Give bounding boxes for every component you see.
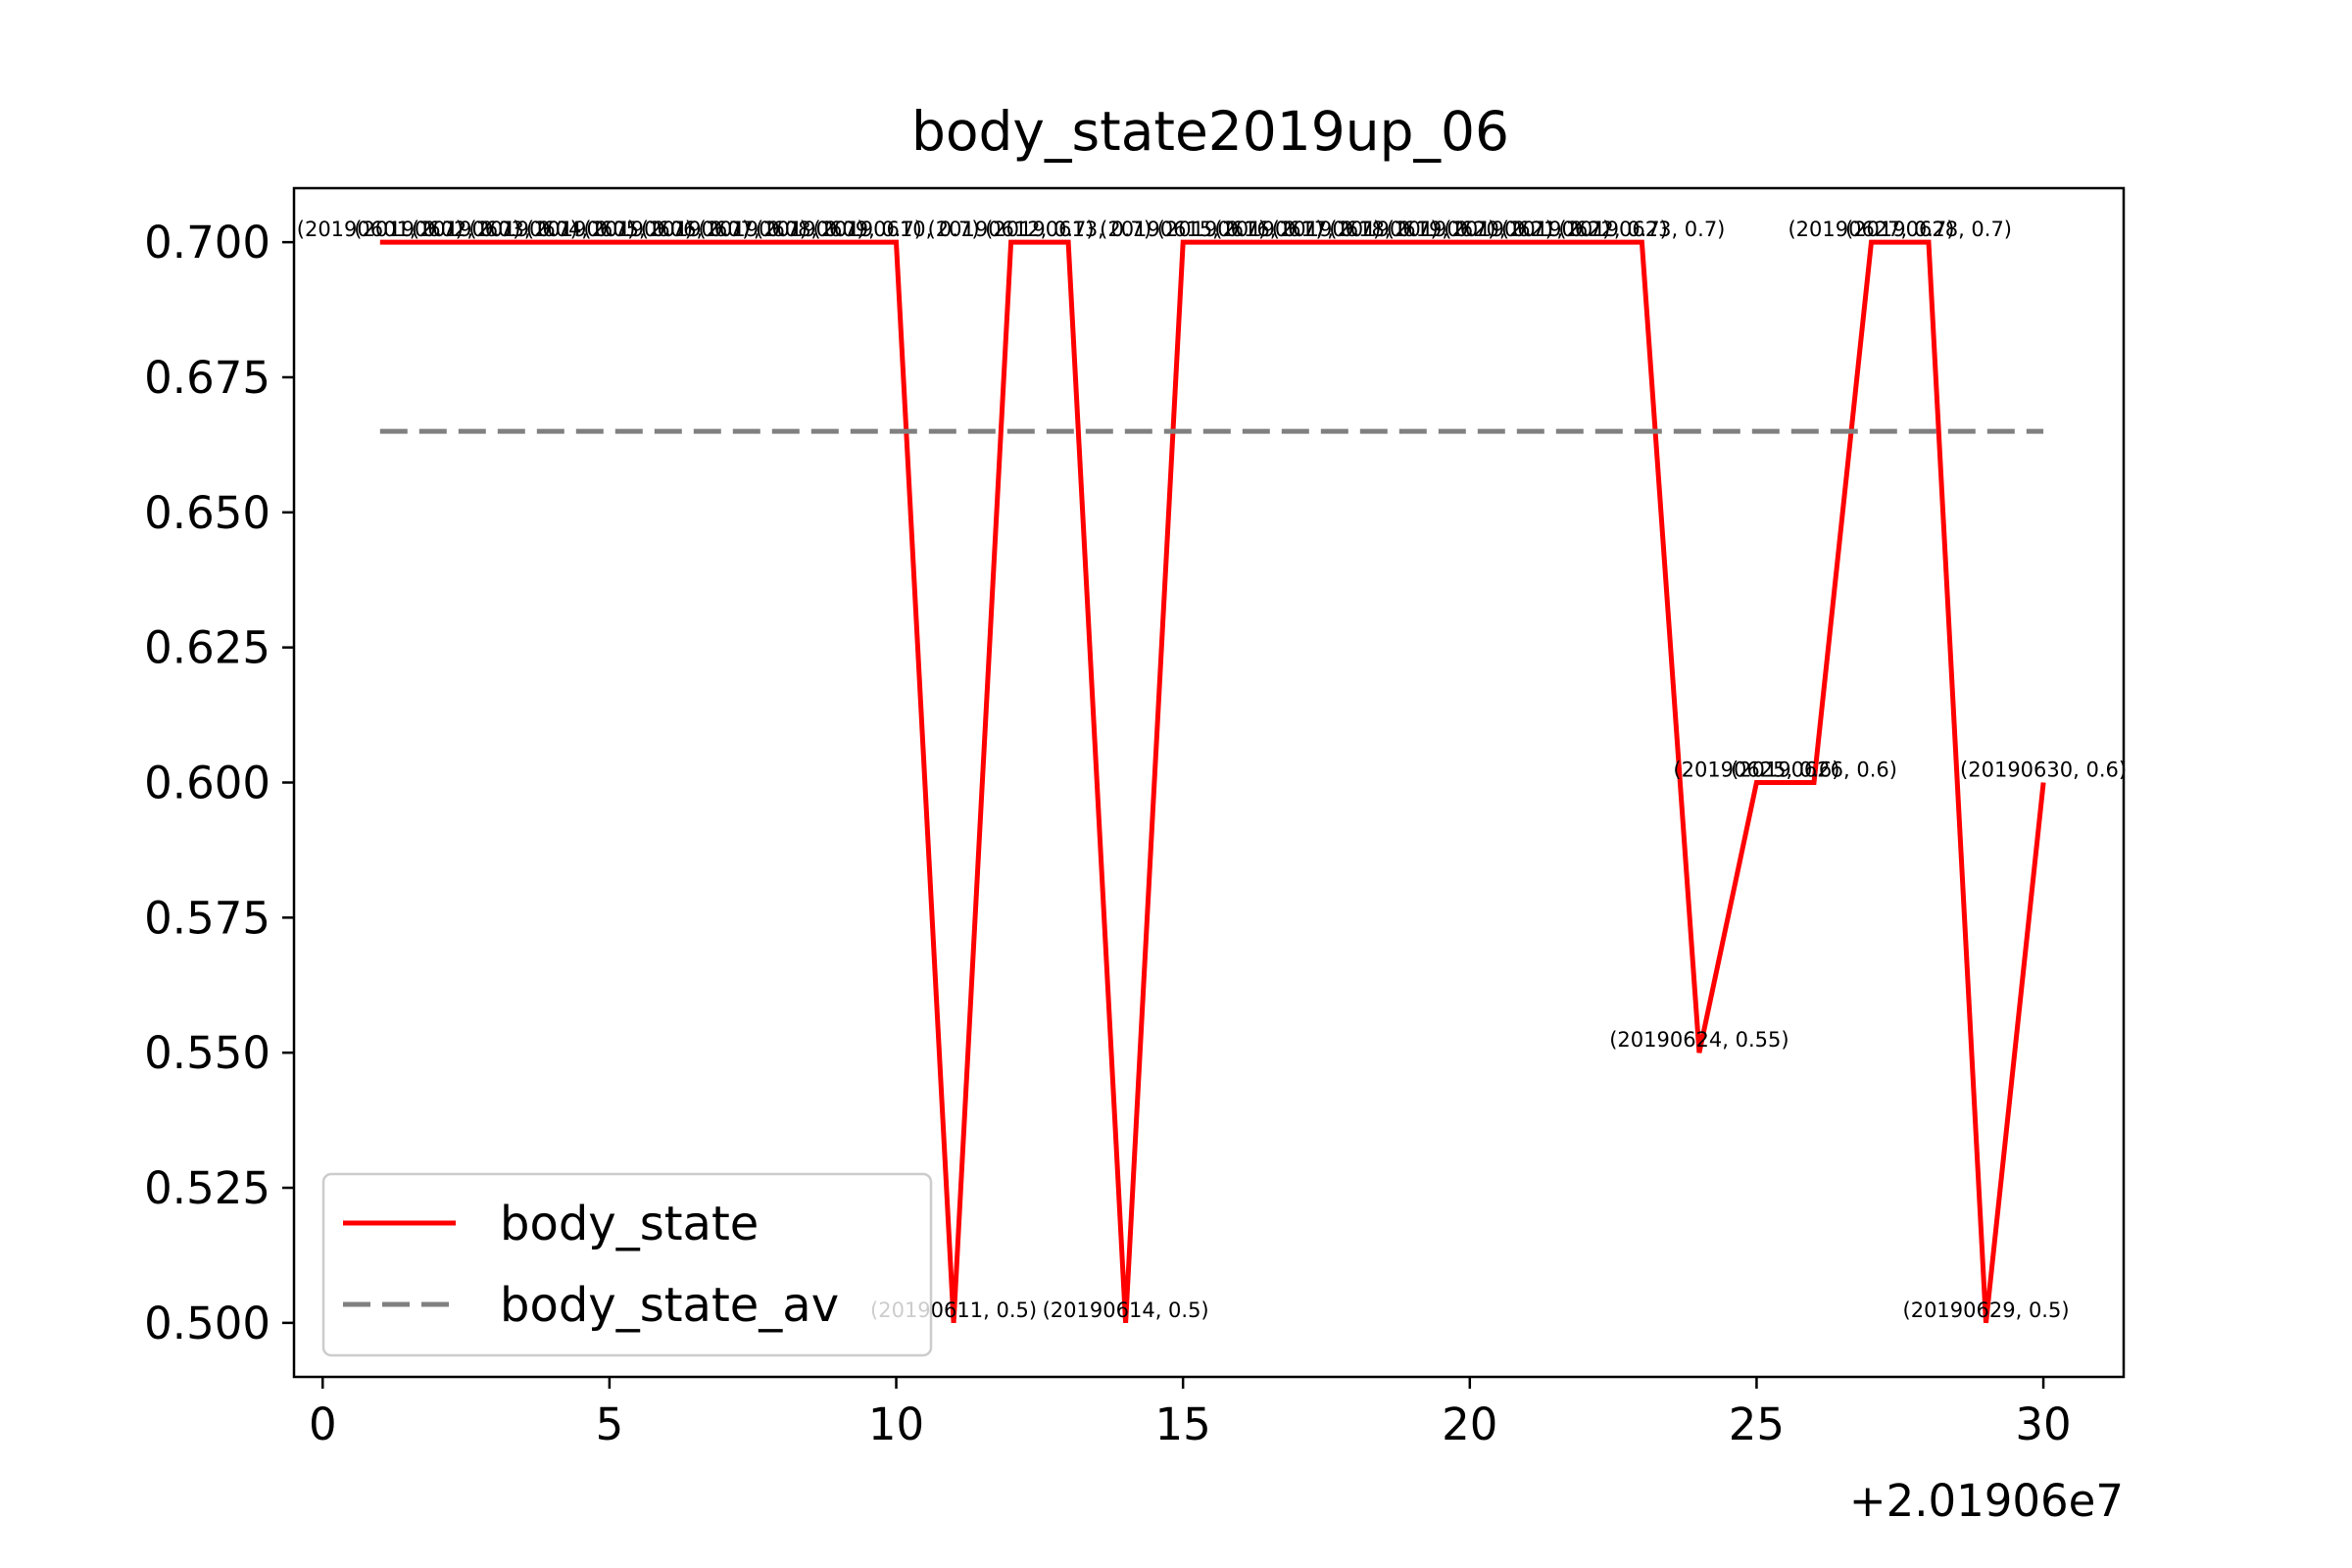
axes-layer: 0 5 10 15 20 25 30 0.500 0.525 0.550 0.575 0.600 0.6… [144, 186, 2126, 1450]
x-tick-label: 30 [2015, 1398, 2071, 1450]
data-label: (20190609, 0.7) [756, 218, 922, 241]
x-tick-label: 25 [1729, 1398, 1785, 1450]
data-label: (20190619, 0.7) [1329, 218, 1495, 241]
data-label: (20190628, 0.7) [1845, 218, 2012, 241]
y-tick-label: 0.525 [144, 1162, 270, 1214]
data-label: (20190615, 0.7) [1100, 218, 1266, 241]
data-label: (20190626, 0.6) [1731, 759, 1897, 782]
data-label: (20190614, 0.5) [1043, 1298, 1209, 1322]
legend-label: body_state_av [500, 1278, 839, 1333]
data-label: (20190618, 0.7) [1272, 218, 1439, 241]
data-label: (20190601, 0.7) [297, 218, 464, 241]
data-label: (20190604, 0.7) [468, 218, 635, 241]
data-label: (20190606, 0.7) [583, 218, 750, 241]
data-label: (20190624, 0.55) [1609, 1028, 1788, 1052]
data-label: (20190610, 0.7) [813, 218, 980, 241]
data-label: (20190620, 0.7) [1387, 218, 1553, 241]
y-tick-label: 0.700 [144, 217, 270, 269]
data-label: (20190623, 0.7) [1558, 218, 1725, 241]
data-label: (20190630, 0.6) [1960, 759, 2127, 782]
y-tick-label: 0.600 [144, 758, 270, 809]
x-tick-label: 0 [309, 1398, 337, 1450]
data-label: (20190621, 0.7) [1444, 218, 1610, 241]
y-tick-label: 0.550 [144, 1027, 270, 1079]
legend-label: body_state [500, 1197, 759, 1251]
y-tick-label: 0.675 [144, 352, 270, 404]
data-label: (20190605, 0.7) [526, 218, 693, 241]
data-label: (20190627, 0.7) [1788, 218, 1954, 241]
data-label: (20190629, 0.5) [1903, 1298, 2070, 1322]
x-tick-label: 15 [1155, 1398, 1211, 1450]
y-tick-label: 0.650 [144, 487, 270, 539]
data-label: (20190603, 0.7) [412, 218, 578, 241]
data-label: (20190607, 0.7) [641, 218, 808, 241]
chart-title: body_state2019up_06 [911, 100, 1509, 163]
data-label: (20190617, 0.7) [1214, 218, 1381, 241]
data-label: (20190613, 0.7) [985, 218, 1152, 241]
x-offset-label: +2.01906e7 [1849, 1475, 2124, 1527]
data-label: (20190602, 0.7) [354, 218, 520, 241]
x-tick-label: 5 [596, 1398, 624, 1450]
data-label: (20190622, 0.7) [1501, 218, 1668, 241]
y-tick-label: 0.575 [144, 892, 270, 944]
data-label: (20190616, 0.7) [1157, 218, 1324, 241]
data-label: (20190608, 0.7) [698, 218, 864, 241]
data-label: (20190612, 0.7) [928, 218, 1095, 241]
legend-box [321, 1172, 933, 1357]
plot-layer: (20190601, 0.7)(20190602, 0.7)(20190603,… [297, 218, 2127, 1324]
y-tick-label: 0.500 [144, 1298, 270, 1349]
x-tick-label: 10 [868, 1398, 924, 1450]
data-label: (20190625, 0.6) [1673, 759, 1839, 782]
y-tick-label: 0.625 [144, 622, 270, 674]
series-line-body-state [379, 239, 2046, 1324]
x-tick-label: 20 [1442, 1398, 1497, 1450]
legend: body_state body_state_av [321, 1172, 933, 1357]
